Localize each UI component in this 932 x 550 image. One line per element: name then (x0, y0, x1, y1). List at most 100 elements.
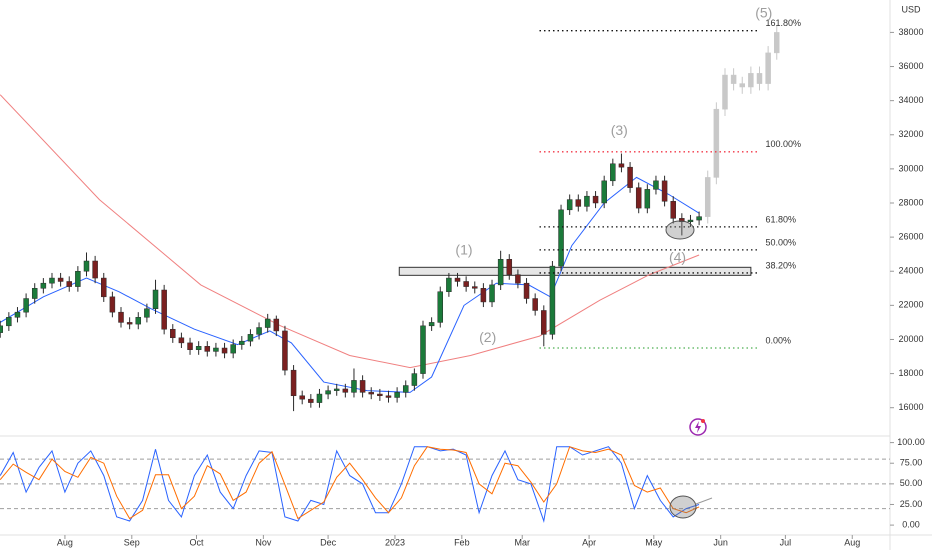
y-tick-label: 20000 (898, 334, 923, 344)
candle-body (515, 274, 521, 284)
candle-body (635, 187, 642, 209)
y-tick-label: 30000 (898, 163, 923, 173)
candle-body (308, 398, 314, 403)
candle-body (730, 74, 737, 84)
candle-body (359, 380, 366, 393)
x-tick-label: May (645, 537, 663, 547)
oscillator-line (0, 446, 700, 520)
candle-body (264, 318, 271, 328)
candle-body (368, 392, 374, 395)
candle-body (57, 277, 64, 282)
candle-body (256, 327, 262, 335)
x-tick-label: Mar (514, 537, 530, 547)
candle-body (497, 259, 504, 286)
wave-label: (2) (479, 329, 496, 345)
candle-body (40, 282, 47, 289)
x-tick-label: Feb (454, 537, 470, 547)
candle-body (14, 311, 21, 318)
candle-body (549, 265, 556, 335)
candle-body (765, 52, 771, 84)
candle-body (213, 347, 219, 352)
candle-body (170, 328, 176, 339)
y-tick-label: 38000 (898, 27, 923, 37)
arrow-hint (695, 497, 713, 505)
fib-label: 161.80% (765, 18, 801, 28)
candle-body (0, 325, 3, 333)
x-tick-label: Sep (124, 537, 140, 547)
candle-body (195, 346, 202, 350)
candle-body (446, 277, 452, 292)
candle-body (532, 298, 538, 311)
candle-body (774, 32, 780, 54)
moving-average (0, 94, 700, 369)
y-tick-label: 32000 (898, 129, 923, 139)
candle-body (92, 260, 98, 279)
candle-body (342, 388, 349, 393)
candle-body (627, 166, 633, 188)
candle-body (290, 369, 297, 397)
candle-body (722, 74, 728, 110)
candle-body (575, 199, 582, 207)
fib-label: 0.00% (765, 335, 791, 345)
candle-body (282, 330, 288, 371)
y-tick-label: 18000 (898, 368, 923, 378)
candle-body (66, 281, 72, 287)
candle-body (541, 310, 547, 335)
y-tick-label: 22000 (898, 300, 923, 310)
y-tick-label: 75.00 (900, 458, 923, 468)
candle-body (316, 393, 323, 403)
candle-body (230, 344, 236, 354)
candle-body (653, 180, 659, 190)
candle-body (394, 392, 400, 398)
candle-body (351, 380, 357, 393)
candle-body (75, 270, 81, 287)
candle-body (333, 388, 340, 391)
candle-body (592, 195, 599, 204)
x-tick-label: Jun (713, 537, 728, 547)
candle-body (402, 385, 409, 393)
candle-body (109, 296, 116, 313)
candle-body (489, 284, 495, 303)
y-tick-label: 100.00 (897, 437, 925, 447)
x-tick-label: Nov (255, 537, 272, 547)
candle-body (325, 390, 331, 395)
candle-body (6, 317, 12, 327)
x-tick-label: Aug (57, 537, 73, 547)
candle-body (83, 260, 90, 272)
alert-icon-bolt[interactable] (695, 421, 701, 433)
y-tick-label: 36000 (898, 61, 923, 71)
candle-body (566, 199, 573, 211)
alert-icon[interactable] (689, 418, 707, 436)
y-tick-label: 16000 (898, 402, 923, 412)
oscillator-line (0, 446, 700, 523)
alert-icon-dot[interactable] (701, 419, 705, 423)
candle-body (23, 298, 29, 313)
candle-body (739, 83, 745, 88)
y-tick-label: 34000 (898, 95, 923, 105)
candle-body (756, 73, 763, 84)
zone (398, 266, 752, 276)
candle-body (178, 337, 185, 344)
x-tick-label: Oct (189, 537, 204, 547)
candle-body (687, 219, 694, 223)
candle-body (558, 209, 564, 267)
wave-label: (5) (755, 4, 772, 20)
candle-body (679, 218, 685, 223)
candle-body (601, 180, 607, 204)
fib-label: 100.00% (765, 139, 801, 149)
y-tick-label: 25.00 (900, 499, 923, 509)
candle-body (377, 393, 383, 397)
wave-label: (4) (669, 249, 686, 265)
candle-body (144, 308, 150, 318)
marks: 16000 18000 20000 22000 24000 26000 28000 30000… (0, 4, 925, 547)
candle-body (135, 317, 142, 325)
fib-label: 38.20% (765, 260, 796, 270)
candle-body (273, 318, 280, 332)
candle-body (31, 288, 38, 299)
candle-body (610, 163, 616, 182)
candle-body (696, 216, 702, 221)
candle-body (187, 342, 193, 350)
candle-body (704, 177, 711, 217)
